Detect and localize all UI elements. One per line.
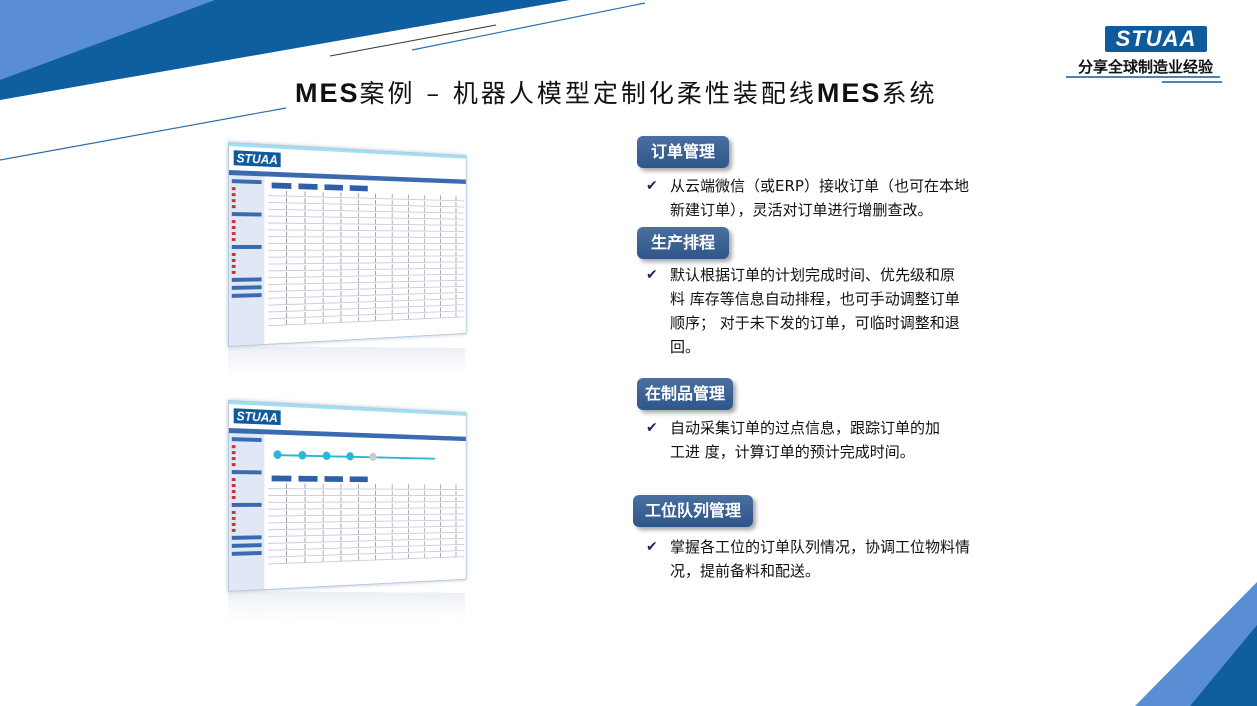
sidebar-group-header xyxy=(232,245,262,249)
sidebar-item-marker xyxy=(232,478,236,481)
section-heading-wip: 在制品管理 xyxy=(637,378,733,410)
sidebar-item-marker xyxy=(232,271,236,274)
table-row xyxy=(268,483,464,490)
toolbar-button xyxy=(272,475,292,481)
table-row xyxy=(268,245,464,251)
sidebar-group-header xyxy=(232,285,262,290)
sidebar-group-header xyxy=(232,293,262,298)
progress-stepper xyxy=(268,438,464,476)
stepper-node xyxy=(323,451,331,460)
section-bullet-wip: ✔ 自动采集订单的过点信息，跟踪订单的加工进 度，计算订单的预计完成时间。 xyxy=(646,416,946,464)
table-row xyxy=(268,231,464,238)
sidebar-item-marker xyxy=(232,451,236,454)
sidebar-group-header xyxy=(232,535,262,540)
screenshot-logo: STUAA xyxy=(234,150,281,167)
toolbar-button xyxy=(324,476,343,482)
section-heading-order: 订单管理 xyxy=(637,136,729,168)
screenshot-table xyxy=(268,180,464,327)
sidebar-group-header xyxy=(232,179,262,184)
order-management-screenshot: STUAA xyxy=(228,142,467,347)
toolbar-button xyxy=(324,184,343,190)
sidebar-item-marker xyxy=(232,265,236,268)
sidebar-group-header xyxy=(232,470,262,474)
toolbar-button xyxy=(272,183,292,189)
sidebar-item-marker xyxy=(232,199,236,202)
screenshot-sidebar xyxy=(229,433,264,591)
sidebar-item-marker xyxy=(232,517,236,520)
sidebar-group-header xyxy=(232,551,262,556)
sidebar-item-marker xyxy=(232,226,236,229)
sidebar-group-header xyxy=(232,437,262,442)
screenshot-reflection xyxy=(228,346,465,376)
sidebar-item-marker xyxy=(232,253,236,256)
slogan: 分享全球制造业经验 xyxy=(1078,56,1213,77)
stepper-node xyxy=(298,451,306,460)
toolbar-button xyxy=(298,476,317,482)
sidebar-item-marker xyxy=(232,259,236,262)
sidebar-item-marker xyxy=(232,238,236,241)
section-heading-scheduling: 生产排程 xyxy=(637,227,729,259)
section-heading-station-queue: 工位队列管理 xyxy=(633,495,753,527)
sidebar-item-marker xyxy=(232,220,236,223)
stepper-node xyxy=(346,452,353,461)
sidebar-item-marker xyxy=(232,511,236,514)
table-row xyxy=(268,497,464,503)
section-bullet-station-queue: ✔ 掌握各工位的订单队列情况，协调工位物料情 况，提前备料和配送。 xyxy=(646,535,976,583)
sidebar-item-marker xyxy=(232,490,236,493)
screenshot-reflection xyxy=(228,591,465,621)
screenshot-table xyxy=(268,438,464,565)
section-bullet-order: ✔ 从云端微信（或ERP）接收订单（也可在本地新建订单），灵活对订单进行增删查改… xyxy=(646,174,976,222)
sidebar-item-marker xyxy=(232,445,236,448)
sidebar-item-marker xyxy=(232,529,236,532)
stepper-node xyxy=(369,453,376,461)
sidebar-item-marker xyxy=(232,496,236,499)
section-bullet-scheduling: ✔ 默认根据订单的计划完成时间、优先级和原料 库存等信息自动排程，也可手动调整订… xyxy=(646,263,962,359)
wip-management-screenshot: STUAA xyxy=(228,400,467,592)
sidebar-group-header xyxy=(232,543,262,548)
sidebar-group-header xyxy=(232,212,262,216)
page-title: MES案例 – 机器人模型定制化柔性装配线MES系统 xyxy=(295,74,937,110)
sidebar-item-marker xyxy=(232,187,236,190)
stepper-node xyxy=(273,450,281,459)
checkmark-icon: ✔ xyxy=(646,174,658,198)
checkmark-icon: ✔ xyxy=(646,416,658,440)
sidebar-item-marker xyxy=(232,463,236,466)
table-row xyxy=(268,490,464,496)
screenshot-sidebar xyxy=(229,175,264,346)
sidebar-item-marker xyxy=(232,523,236,526)
sidebar-group-header xyxy=(232,503,262,507)
sidebar-item-marker xyxy=(232,193,236,196)
toolbar-button xyxy=(350,185,368,191)
screenshot-logo: STUAA xyxy=(234,408,281,425)
stuaa-logo: STUAA xyxy=(1105,26,1207,52)
sidebar-item-marker xyxy=(232,232,236,235)
toolbar-button xyxy=(350,476,368,482)
toolbar-button xyxy=(298,183,317,189)
sidebar-item-marker xyxy=(232,457,236,460)
table-row xyxy=(268,238,464,244)
checkmark-icon: ✔ xyxy=(646,535,658,559)
checkmark-icon: ✔ xyxy=(646,263,658,287)
sidebar-item-marker xyxy=(232,205,236,208)
sidebar-item-marker xyxy=(232,484,236,487)
sidebar-group-header xyxy=(232,277,262,282)
